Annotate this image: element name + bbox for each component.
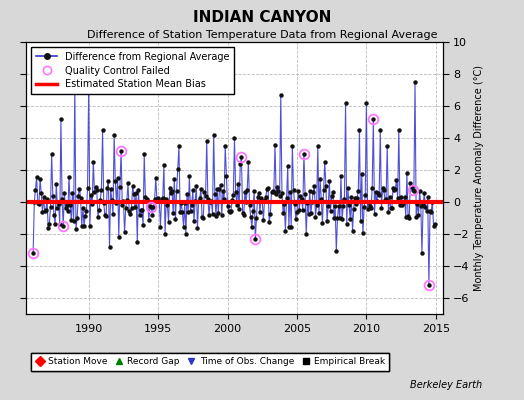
Y-axis label: Monthly Temperature Anomaly Difference (°C): Monthly Temperature Anomaly Difference (… [474, 65, 484, 291]
Text: Difference of Station Temperature Data from Regional Average: Difference of Station Temperature Data f… [87, 30, 437, 40]
Text: INDIAN CANYON: INDIAN CANYON [193, 10, 331, 25]
Text: Berkeley Earth: Berkeley Earth [410, 380, 482, 390]
Legend: Station Move, Record Gap, Time of Obs. Change, Empirical Break: Station Move, Record Gap, Time of Obs. C… [31, 353, 389, 371]
